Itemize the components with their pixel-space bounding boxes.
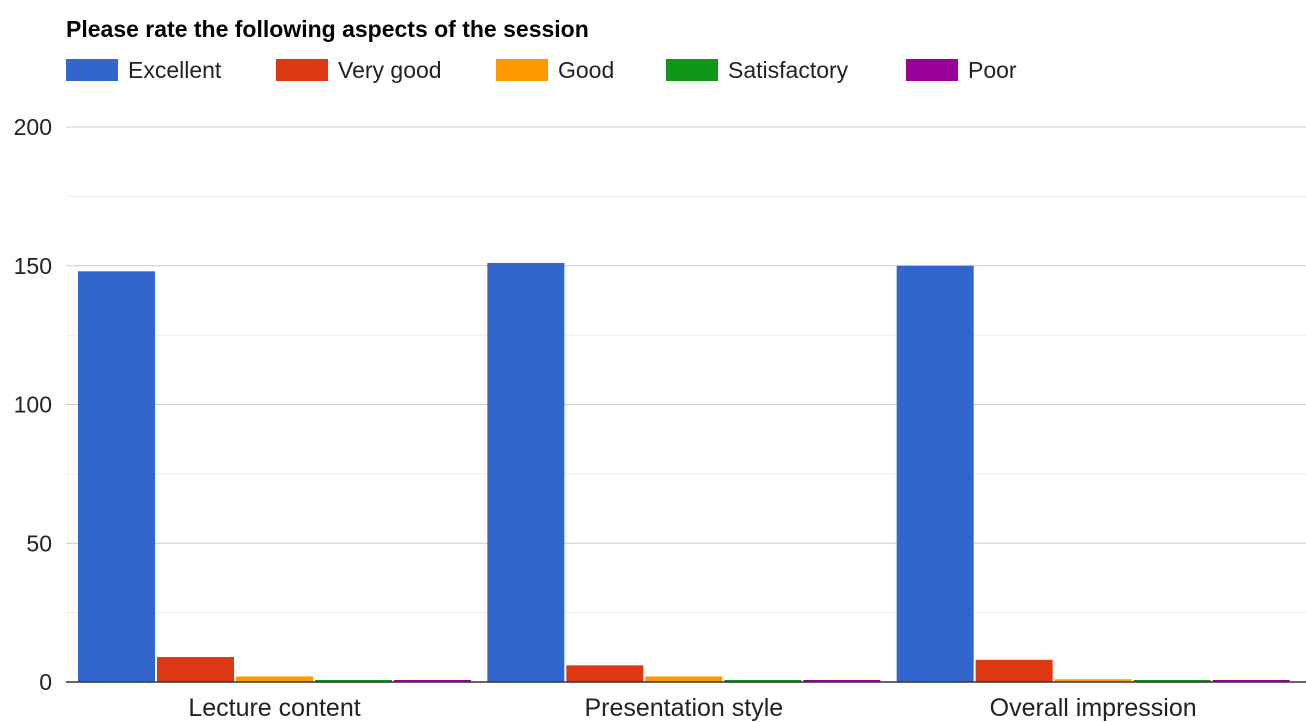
- legend-label-satisfactory: Satisfactory: [728, 57, 849, 83]
- bar-presentation-style-very-good: [566, 665, 644, 682]
- y-tick-label: 0: [39, 669, 52, 695]
- bar-presentation-style-satisfactory: [724, 680, 802, 682]
- chart-title: Please rate the following aspects of the…: [66, 16, 589, 42]
- x-axis: Lecture content Presentation style Overall…: [66, 681, 1306, 722]
- legend: Excellent Very good Good Satisfactory Poor: [66, 57, 1017, 83]
- bar-lecture-content-satisfactory: [315, 680, 392, 682]
- y-tick-label: 50: [26, 530, 52, 556]
- x-tick-label: Lecture content: [188, 694, 360, 722]
- bar-overall-impression-satisfactory: [1133, 680, 1211, 682]
- legend-swatch-very-good: [276, 59, 328, 81]
- x-tick-label: Overall impression: [990, 694, 1197, 722]
- bar-overall-impression-very-good: [975, 659, 1053, 682]
- bars: [78, 262, 1290, 682]
- legend-swatch-satisfactory: [666, 59, 718, 81]
- bar-lecture-content-excellent: [78, 271, 155, 682]
- bar-overall-impression-good: [1054, 679, 1132, 682]
- x-tick-label: Presentation style: [584, 694, 783, 722]
- legend-swatch-poor: [906, 59, 958, 81]
- legend-swatch-excellent: [66, 59, 118, 81]
- bar-presentation-style-poor: [803, 680, 881, 682]
- legend-label-poor: Poor: [968, 57, 1017, 83]
- bar-presentation-style-good: [645, 676, 723, 682]
- bar-lecture-content-good: [236, 676, 313, 682]
- y-tick-label: 150: [14, 253, 52, 279]
- gridlines: [66, 126, 1306, 614]
- y-tick-label: 100: [14, 392, 52, 418]
- y-tick-label: 200: [14, 114, 52, 140]
- bar-presentation-style-excellent: [487, 262, 565, 682]
- legend-swatch-good: [496, 59, 548, 81]
- y-axis: 0 50 100 150 200: [14, 114, 52, 695]
- legend-label-very-good: Very good: [338, 57, 442, 83]
- bar-lecture-content-poor: [394, 680, 471, 682]
- bar-lecture-content-very-good: [157, 657, 234, 682]
- legend-label-excellent: Excellent: [128, 57, 222, 83]
- bar-overall-impression-excellent: [896, 265, 974, 682]
- bar-overall-impression-poor: [1212, 680, 1290, 682]
- legend-label-good: Good: [558, 57, 614, 83]
